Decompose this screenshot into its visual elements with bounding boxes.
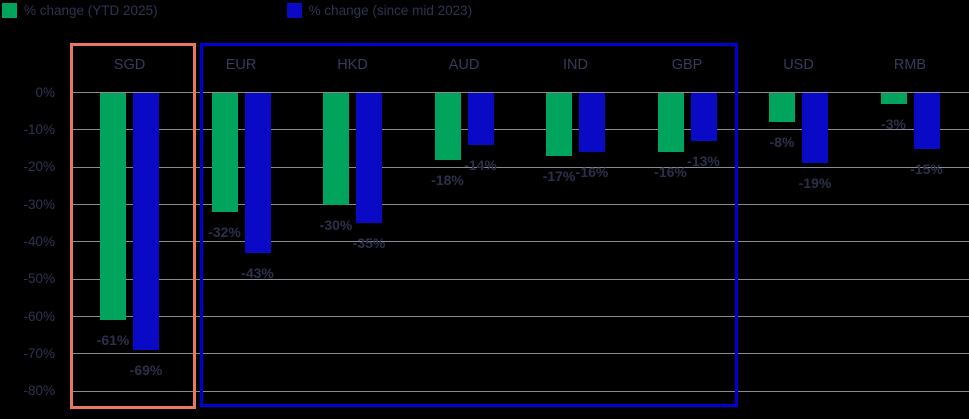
bar-gbp-ytd-2025 [657,92,684,153]
category-label-hkd: HKD [337,57,368,73]
value-label-aud-since-mid-2023: -14% [464,156,497,173]
bar-rmb-ytd-2025 [880,92,907,104]
bar-usd-ytd-2025 [769,92,795,123]
gridline [70,278,969,280]
y-axis-tick-label: -70% [23,345,55,361]
value-label-usd-ytd-2025: -8% [769,134,795,151]
bar-eur-ytd-2025 [211,92,238,213]
category-label-aud: AUD [448,57,480,73]
y-axis-tick-label: -10% [23,121,55,137]
bar-sgd-since-mid-2023 [133,92,159,351]
legend-swatch-blue [286,2,302,18]
category-label-usd: USD [783,57,814,73]
bar-aud-since-mid-2023 [467,92,494,145]
category-label-rmb: RMB [893,57,927,73]
bar-aud-ytd-2025 [434,92,461,160]
bar-eur-since-mid-2023 [244,92,271,254]
y-axis-tick-label: -40% [23,233,55,249]
y-axis-tick-label: -50% [23,271,55,287]
category-label-gbp: GBP [671,57,703,73]
value-label-aud-ytd-2025: -18% [431,171,464,188]
gridline [70,129,969,131]
y-axis-tick-label: -80% [23,383,55,399]
value-label-hkd-since-mid-2023: -35% [352,235,386,252]
value-label-usd-since-mid-2023: -19% [798,175,832,192]
highlight-box-eur-hkd-aud-ind-gbp [200,43,738,407]
bar-sgd-ytd-2025 [100,92,126,321]
legend-label: % change (YTD 2025) [24,2,158,18]
value-label-eur-since-mid-2023: -43% [241,265,274,282]
value-label-hkd-ytd-2025: -30% [319,216,353,233]
value-label-rmb-ytd-2025: -3% [881,115,906,132]
gridline [70,241,969,243]
value-label-gbp-since-mid-2023: -13% [687,153,720,170]
value-label-rmb-since-mid-2023: -15% [910,160,943,177]
highlight-box-sgd [70,43,196,409]
y-axis-tick-label: 0% [35,84,55,100]
bar-ind-ytd-2025 [546,92,572,156]
value-label-sgd-ytd-2025: -61% [96,332,130,349]
chart-legend: % change (YTD 2025) % change (since mid … [2,1,472,19]
value-label-sgd-since-mid-2023: -69% [129,362,163,379]
gridline [70,92,969,93]
legend-item-since-mid-2023: % change (since mid 2023) [286,2,473,18]
bar-hkd-ytd-2025 [323,92,349,205]
bar-rmb-since-mid-2023 [913,92,940,149]
legend-item-ytd-2025: % change (YTD 2025) [2,2,158,18]
bar-ind-since-mid-2023 [579,92,605,153]
gridline [70,353,969,355]
gridline [70,204,969,206]
category-label-eur: EUR [225,57,257,73]
bar-usd-since-mid-2023 [802,92,828,164]
y-axis-tick-label: -60% [23,308,55,324]
legend-label: % change (since mid 2023) [308,2,473,18]
gridline [70,166,969,168]
gridline [70,316,969,318]
value-label-ind-since-mid-2023: -16% [575,164,609,181]
category-label-sgd: SGD [113,57,146,73]
value-label-gbp-ytd-2025: -16% [654,164,687,181]
bar-hkd-since-mid-2023 [356,92,382,224]
gridline [70,390,969,392]
y-axis-tick-label: -30% [23,196,55,212]
legend-swatch-green [2,2,17,18]
bar-gbp-since-mid-2023 [690,92,717,142]
category-label-ind: IND [563,57,588,73]
value-label-eur-ytd-2025: -32% [208,224,241,241]
value-label-ind-ytd-2025: -17% [542,167,576,184]
y-axis-tick-label: -20% [23,159,55,175]
